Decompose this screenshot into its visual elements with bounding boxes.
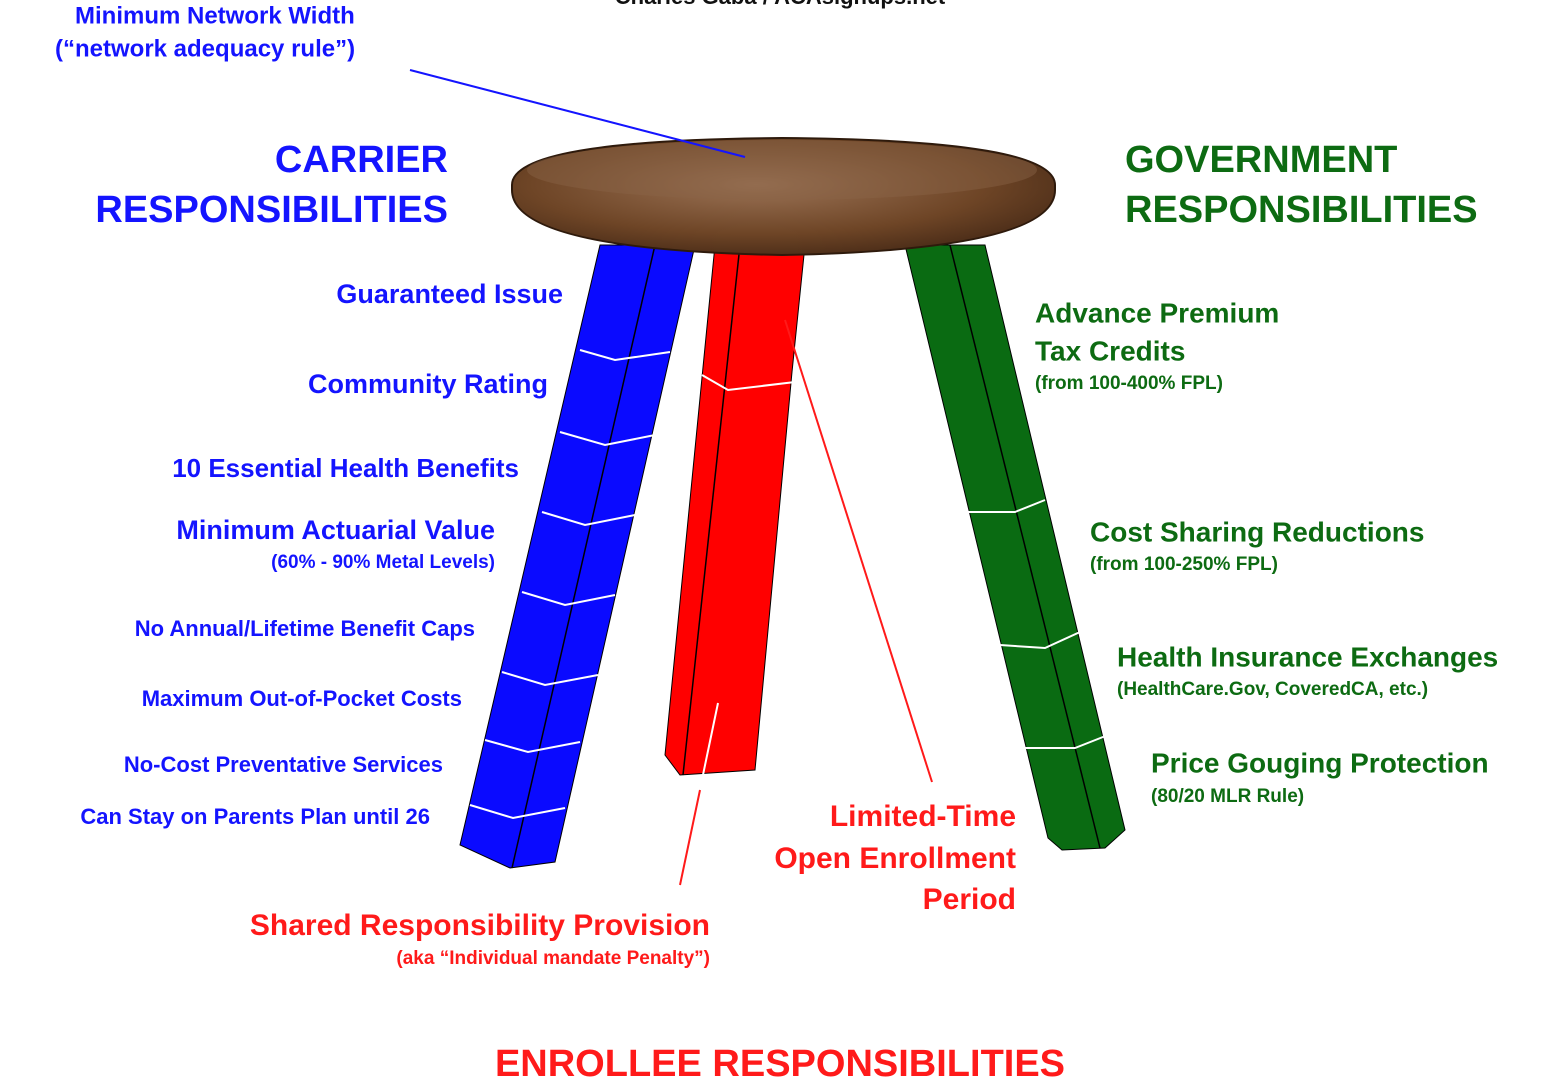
carrier-item: No Annual/Lifetime Benefit Caps [135,616,475,641]
government-item: Price Gouging Protection [1151,747,1489,778]
enrollee-item: Open Enrollment [774,842,1016,875]
red-leg [665,245,805,775]
stool-seat [512,138,1055,255]
government-item-note: (from 100-400% FPL) [1035,373,1223,394]
carrier-heading: RESPONSIBILITIES [95,189,448,231]
carrier-item: Minimum Actuarial Value [176,515,495,545]
carrier-item: Maximum Out-of-Pocket Costs [142,686,462,711]
enrollee-item-note: (aka “Individual mandate Penalty”) [396,948,710,969]
stool-diagram: Charles Gaba / ACAsignups.net [0,0,1557,1087]
government-item-note: (80/20 MLR Rule) [1151,786,1304,807]
government-item-note: (HealthCare.Gov, CoveredCA, etc.) [1117,679,1428,700]
carrier-item: No-Cost Preventative Services [124,752,443,777]
enrollment-pointer [785,320,932,782]
blue-leg [460,245,695,868]
government-heading: RESPONSIBILITIES [1125,189,1478,231]
carrier-item: Guaranteed Issue [336,279,563,309]
carrier-heading: CARRIER [275,139,448,181]
carrier-item: 10 Essential Health Benefits [172,453,519,483]
credit: Charles Gaba / ACAsignups.net [615,0,946,9]
enrollee-item: Shared Responsibility Provision [250,909,710,942]
carrier-item-note: (60% - 90% Metal Levels) [271,552,495,573]
network-subtitle: (“network adequacy rule”) [55,35,355,62]
network-pointer [410,70,745,157]
government-item: Advance Premium [1035,297,1279,328]
network-title: Minimum Network Width [75,2,355,29]
government-item: Tax Credits [1035,335,1185,366]
carrier-item: Can Stay on Parents Plan until 26 [80,804,430,829]
government-item: Health Insurance Exchanges [1117,641,1498,672]
mandate-pointer [680,790,700,885]
government-item-note: (from 100-250% FPL) [1090,554,1278,575]
enrollee-item: Limited-Time [830,800,1016,833]
carrier-item: Community Rating [308,369,548,399]
government-heading: GOVERNMENT [1125,139,1397,181]
page: { "credit": "Charles Gaba / ACAsignups.n… [0,0,1557,1087]
enrollee-item: Period [923,883,1016,916]
government-item: Cost Sharing Reductions [1090,516,1424,547]
enrollee-heading: ENROLLEE RESPONSIBILITIES [495,1043,1065,1085]
